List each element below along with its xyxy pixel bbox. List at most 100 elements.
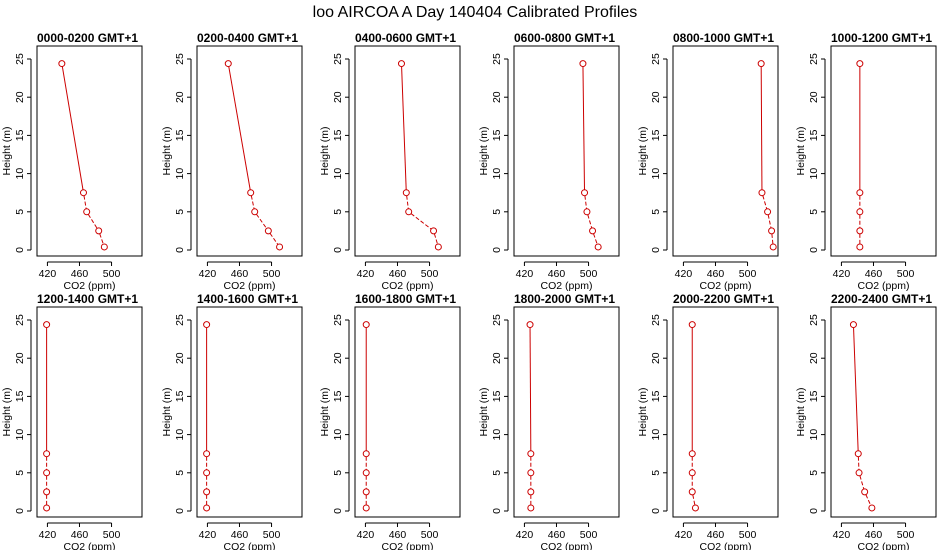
data-point <box>769 243 777 251</box>
data-point <box>95 227 103 235</box>
y-tick-label: 20 <box>14 91 26 103</box>
y-tick-label: 10 <box>174 168 186 180</box>
y-tick-label: 25 <box>650 53 662 65</box>
y-tick-label: 25 <box>491 314 503 326</box>
x-tick-label: 460 <box>865 529 883 541</box>
data-point <box>434 243 442 251</box>
y-tick-label: 25 <box>808 53 820 65</box>
x-tick-label: 420 <box>199 268 217 280</box>
y-axis-title: Height (m) <box>1 387 13 436</box>
profile-panel: 1400-1600 GMT+1 0 5 10 15 20 25 Height (m) 420 46… <box>161 292 303 550</box>
y-tick-label: 0 <box>14 508 26 514</box>
y-axis-title: Height (m) <box>1 126 13 175</box>
plot-frame <box>36 306 143 518</box>
y-tick-label: 20 <box>174 91 186 103</box>
y-tick-label: 20 <box>650 352 662 364</box>
profile-segment <box>401 66 407 190</box>
data-point <box>276 243 284 251</box>
y-axis-title: Height (m) <box>478 387 490 436</box>
y-tick-label: 20 <box>491 91 503 103</box>
profile-segment <box>584 195 588 209</box>
plot-frame <box>36 45 143 257</box>
y-axis-title: Height (m) <box>795 387 807 436</box>
x-tick-label: 420 <box>675 268 693 280</box>
plot-frame <box>196 45 303 257</box>
y-tick-label: 0 <box>808 508 820 514</box>
y-tick-label: 15 <box>14 129 26 141</box>
y-tick-label: 5 <box>14 470 26 476</box>
profile-panel: 2000-2200 GMT+1 0 5 10 15 20 25 Height (m) 420 46… <box>637 292 779 550</box>
plot-frame <box>830 306 937 518</box>
profile-segment <box>692 494 696 506</box>
data-point <box>203 504 211 512</box>
y-tick-label: 15 <box>14 390 26 402</box>
data-point <box>856 60 864 68</box>
y-tick-label: 15 <box>332 129 344 141</box>
y-tick-label: 20 <box>808 91 820 103</box>
profile-segment <box>228 66 251 190</box>
data-point <box>527 488 535 496</box>
data-point <box>203 450 211 458</box>
x-tick-label: 420 <box>516 268 534 280</box>
data-point <box>43 488 51 496</box>
y-axis-title: Height (m) <box>637 126 649 175</box>
data-point <box>589 227 597 235</box>
plot-frame <box>672 306 779 518</box>
panel-title: 0200-0400 GMT+1 <box>197 31 298 45</box>
y-tick-label: 25 <box>174 53 186 65</box>
x-tick-label: 500 <box>897 529 915 541</box>
y-tick-label: 10 <box>332 429 344 441</box>
y-tick-label: 10 <box>332 168 344 180</box>
profile-segment <box>582 66 585 190</box>
plot-frame <box>513 45 620 257</box>
y-tick-label: 0 <box>650 508 662 514</box>
data-point <box>43 504 51 512</box>
y-tick-label: 5 <box>14 209 26 215</box>
data-point <box>43 450 51 458</box>
x-axis-title: CO2 (ppm) <box>64 280 116 292</box>
panel-title: 1600-1800 GMT+1 <box>355 292 456 306</box>
profile-segment <box>269 233 279 245</box>
data-point <box>849 321 857 329</box>
x-tick-label: 500 <box>263 268 281 280</box>
data-point <box>362 469 370 477</box>
profile-panel: 1800-2000 GMT+1 0 5 10 15 20 25 Height (m) 420 46… <box>478 292 620 550</box>
y-tick-label: 10 <box>808 429 820 441</box>
y-tick-label: 25 <box>14 314 26 326</box>
y-tick-label: 10 <box>491 168 503 180</box>
x-tick-label: 500 <box>739 529 757 541</box>
profile-segment <box>256 213 268 229</box>
profile-segment <box>859 475 865 490</box>
profile-panel: 1200-1400 GMT+1 0 5 10 15 20 25 Height (m) 420 46… <box>1 292 143 550</box>
data-point <box>224 60 232 68</box>
profile-segment <box>853 327 859 451</box>
x-tick-label: 500 <box>103 529 121 541</box>
profile-segment <box>99 233 104 245</box>
y-tick-label: 25 <box>14 53 26 65</box>
data-point <box>688 321 696 329</box>
y-tick-label: 0 <box>491 247 503 253</box>
panel-title: 0600-0800 GMT+1 <box>514 31 615 45</box>
data-point <box>264 227 272 235</box>
x-tick-label: 420 <box>357 529 375 541</box>
y-tick-label: 10 <box>808 168 820 180</box>
profile-segment <box>762 195 768 210</box>
data-point <box>688 488 696 496</box>
y-tick-label: 10 <box>491 429 503 441</box>
y-tick-label: 20 <box>332 352 344 364</box>
x-tick-label: 460 <box>71 268 89 280</box>
y-tick-label: 10 <box>14 168 26 180</box>
profile-segment <box>587 214 593 229</box>
profile-segment <box>771 233 774 245</box>
y-tick-label: 0 <box>808 247 820 253</box>
profile-panel: 0400-0600 GMT+1 0 5 10 15 20 25 Height (m) 420 46… <box>319 31 461 292</box>
x-tick-label: 460 <box>231 529 249 541</box>
y-tick-label: 15 <box>174 390 186 402</box>
profile-segment <box>865 494 872 506</box>
data-point <box>527 504 535 512</box>
data-point <box>527 469 535 477</box>
data-point <box>594 243 602 251</box>
plot-frame <box>196 306 303 518</box>
x-axis-title: CO2 (ppm) <box>541 280 593 292</box>
data-point <box>405 208 413 216</box>
